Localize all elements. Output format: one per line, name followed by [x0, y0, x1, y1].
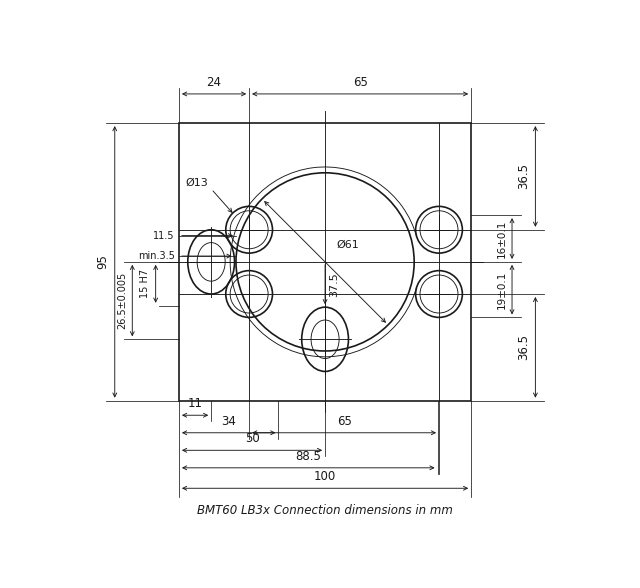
Text: Ø13: Ø13	[186, 178, 208, 188]
Text: BMT60 LB3x Connection dimensions in mm: BMT60 LB3x Connection dimensions in mm	[197, 505, 453, 517]
Text: 15 H7: 15 H7	[140, 269, 150, 298]
Text: 65: 65	[337, 415, 351, 427]
Text: 100: 100	[314, 470, 336, 483]
Text: 34: 34	[221, 415, 236, 427]
Text: 37.5: 37.5	[330, 272, 339, 297]
Text: 65: 65	[353, 76, 367, 89]
Text: min.3.5: min.3.5	[138, 251, 175, 261]
Text: 36.5: 36.5	[517, 163, 530, 189]
Text: 19±0.1: 19±0.1	[497, 270, 507, 309]
Text: 95: 95	[97, 255, 109, 269]
Text: 36.5: 36.5	[517, 335, 530, 360]
Bar	[179, 123, 471, 400]
Text: 88.5: 88.5	[295, 450, 321, 463]
Text: 50: 50	[244, 432, 259, 445]
Text: 16±0.1: 16±0.1	[497, 219, 507, 258]
Text: Ø61: Ø61	[337, 240, 360, 250]
Text: 24: 24	[207, 76, 221, 89]
Text: 11: 11	[188, 397, 203, 410]
Text: 26.5±0.005: 26.5±0.005	[117, 272, 127, 329]
Text: 11.5: 11.5	[153, 230, 175, 240]
